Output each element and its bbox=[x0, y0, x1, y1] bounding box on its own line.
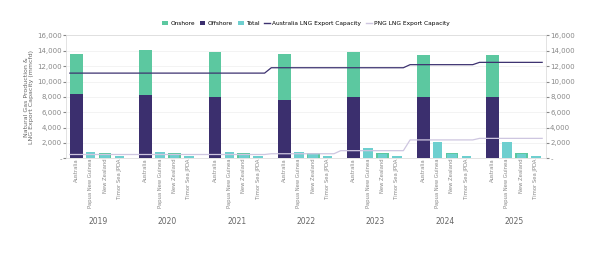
Text: 2019: 2019 bbox=[88, 217, 107, 226]
Bar bbox=[378, 154, 388, 158]
Bar bbox=[461, 156, 471, 158]
Bar bbox=[417, 97, 430, 158]
Text: 2021: 2021 bbox=[227, 217, 246, 226]
Bar bbox=[486, 97, 499, 158]
Bar bbox=[86, 152, 95, 158]
Bar bbox=[307, 153, 320, 158]
Bar bbox=[433, 142, 442, 158]
Bar bbox=[502, 142, 512, 158]
Bar bbox=[294, 152, 304, 158]
Bar bbox=[70, 94, 83, 158]
Bar bbox=[168, 153, 181, 158]
Bar bbox=[239, 154, 248, 158]
Bar bbox=[446, 153, 458, 158]
Y-axis label: Natural Gas Production &
LNG Export Capacity (mmcfd): Natural Gas Production & LNG Export Capa… bbox=[23, 50, 34, 144]
Text: 2020: 2020 bbox=[158, 217, 177, 226]
Bar bbox=[278, 100, 291, 158]
Bar bbox=[347, 97, 360, 158]
Legend: Onshore, Offshore, Total, Australia LNG Export Capacity, PNG LNG Export Capacity: Onshore, Offshore, Total, Australia LNG … bbox=[160, 19, 452, 28]
Bar bbox=[253, 156, 263, 158]
Text: 2024: 2024 bbox=[435, 217, 454, 226]
Bar bbox=[417, 55, 430, 97]
Bar bbox=[515, 153, 528, 158]
Bar bbox=[139, 50, 152, 95]
Bar bbox=[447, 154, 457, 158]
Text: 2023: 2023 bbox=[366, 217, 385, 226]
Bar bbox=[486, 55, 499, 97]
Text: 2025: 2025 bbox=[505, 217, 524, 226]
Bar bbox=[209, 97, 221, 158]
Bar bbox=[376, 153, 389, 158]
Bar bbox=[100, 154, 110, 158]
Bar bbox=[323, 156, 332, 158]
Bar bbox=[308, 154, 318, 158]
Bar bbox=[98, 153, 112, 158]
Bar bbox=[392, 156, 402, 158]
Bar bbox=[364, 148, 373, 158]
Text: 2022: 2022 bbox=[296, 217, 316, 226]
Bar bbox=[517, 154, 526, 158]
Bar bbox=[531, 156, 541, 158]
Bar bbox=[70, 54, 83, 94]
Bar bbox=[347, 52, 360, 97]
Bar bbox=[238, 153, 250, 158]
Bar bbox=[224, 152, 234, 158]
Bar bbox=[278, 54, 291, 100]
Bar bbox=[139, 95, 152, 158]
Bar bbox=[115, 156, 124, 158]
Bar bbox=[209, 52, 221, 97]
Bar bbox=[170, 154, 179, 158]
Bar bbox=[184, 156, 194, 158]
Bar bbox=[155, 152, 165, 158]
